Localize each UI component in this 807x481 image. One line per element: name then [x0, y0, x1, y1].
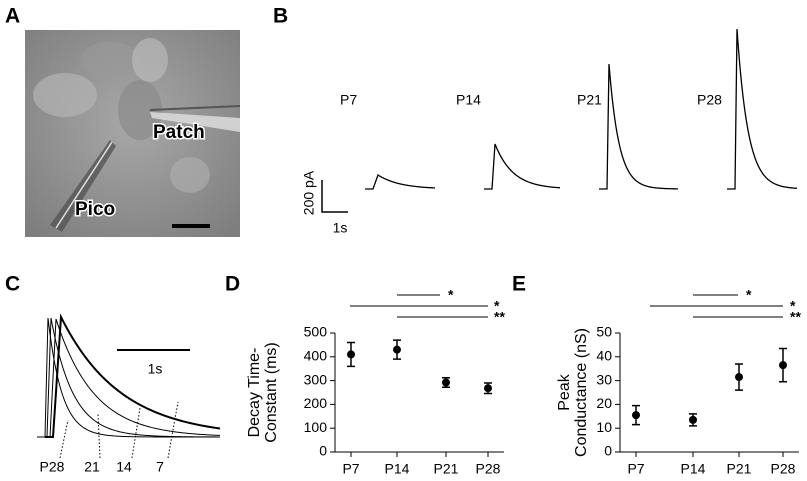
panel-label: D: [225, 273, 240, 296]
significance-label: *: [746, 287, 752, 303]
data-point: [347, 350, 355, 359]
data-point: [393, 345, 401, 354]
x-tick-label: P21: [434, 461, 459, 477]
panel-label: A: [5, 5, 20, 28]
significance-label: *: [494, 298, 500, 314]
pointer: [97, 413, 101, 459]
trace-label: P28: [697, 92, 722, 108]
pointer: [131, 407, 141, 459]
scale-label: 1s: [333, 220, 348, 236]
y-tick-label: 300: [304, 371, 328, 387]
pointer: [167, 401, 179, 459]
y-tick-label: 30: [596, 371, 612, 387]
y-tick-label: 0: [319, 443, 327, 459]
x-tick-label: P28: [771, 461, 796, 477]
y-axis-label: Decay Time-: [246, 348, 263, 438]
y-axis-label: Peak: [556, 373, 573, 410]
image-label: Patch: [153, 122, 205, 143]
x-tick-label: P14: [385, 461, 410, 477]
data-point: [442, 378, 450, 387]
panel-label: E: [512, 273, 526, 296]
y-tick-label: 0: [604, 443, 612, 459]
y-axis-label: Constant (ms): [263, 342, 280, 442]
y-tick-label: 100: [304, 419, 328, 435]
trace-label: P14: [456, 92, 481, 108]
panel-label: B: [273, 5, 288, 28]
panel-label: C: [5, 273, 20, 296]
x-tick-label: P7: [342, 461, 359, 477]
overlay-trace: [39, 317, 221, 438]
scale-label: 1s: [148, 361, 163, 377]
micrograph: [25, 30, 241, 237]
x-tick-label: P7: [627, 461, 644, 477]
y-tick-label: 50: [596, 324, 612, 340]
x-tick-label: P28: [476, 461, 501, 477]
trace-label: 7: [156, 459, 164, 475]
trace-label: 21: [84, 459, 100, 475]
y-tick-label: 200: [304, 395, 328, 411]
data-point: [632, 411, 640, 420]
y-tick-label: 400: [304, 348, 328, 364]
significance-label: **: [790, 309, 801, 325]
trace-label: P28: [40, 459, 65, 475]
trace-label: P21: [577, 92, 602, 108]
y-axis-label: Conductance (nS): [573, 328, 590, 457]
current-trace: [365, 174, 436, 190]
current-trace: [727, 28, 798, 190]
significance-label: **: [494, 309, 505, 325]
overlay-trace: [45, 313, 221, 438]
y-tick-label: 500: [304, 324, 328, 340]
scale-label: 200 pA: [301, 170, 317, 215]
significance-label: *: [448, 287, 454, 303]
y-tick-label: 20: [596, 395, 612, 411]
current-trace: [484, 143, 561, 190]
data-point: [689, 415, 697, 424]
y-tick-label: 10: [596, 419, 612, 435]
y-tick-label: 40: [596, 348, 612, 364]
data-point: [735, 373, 743, 382]
x-tick-label: P14: [681, 461, 706, 477]
overlay-trace: [42, 318, 221, 438]
scale-bar: [321, 180, 348, 213]
x-tick-label: P21: [727, 461, 752, 477]
significance-label: *: [790, 298, 796, 314]
trace-label: 14: [116, 459, 132, 475]
trace-label: P7: [340, 92, 357, 108]
current-trace: [599, 63, 679, 190]
data-point: [484, 384, 492, 393]
pointer: [59, 419, 69, 459]
data-point: [779, 361, 787, 370]
image-label: Pico: [75, 199, 115, 220]
